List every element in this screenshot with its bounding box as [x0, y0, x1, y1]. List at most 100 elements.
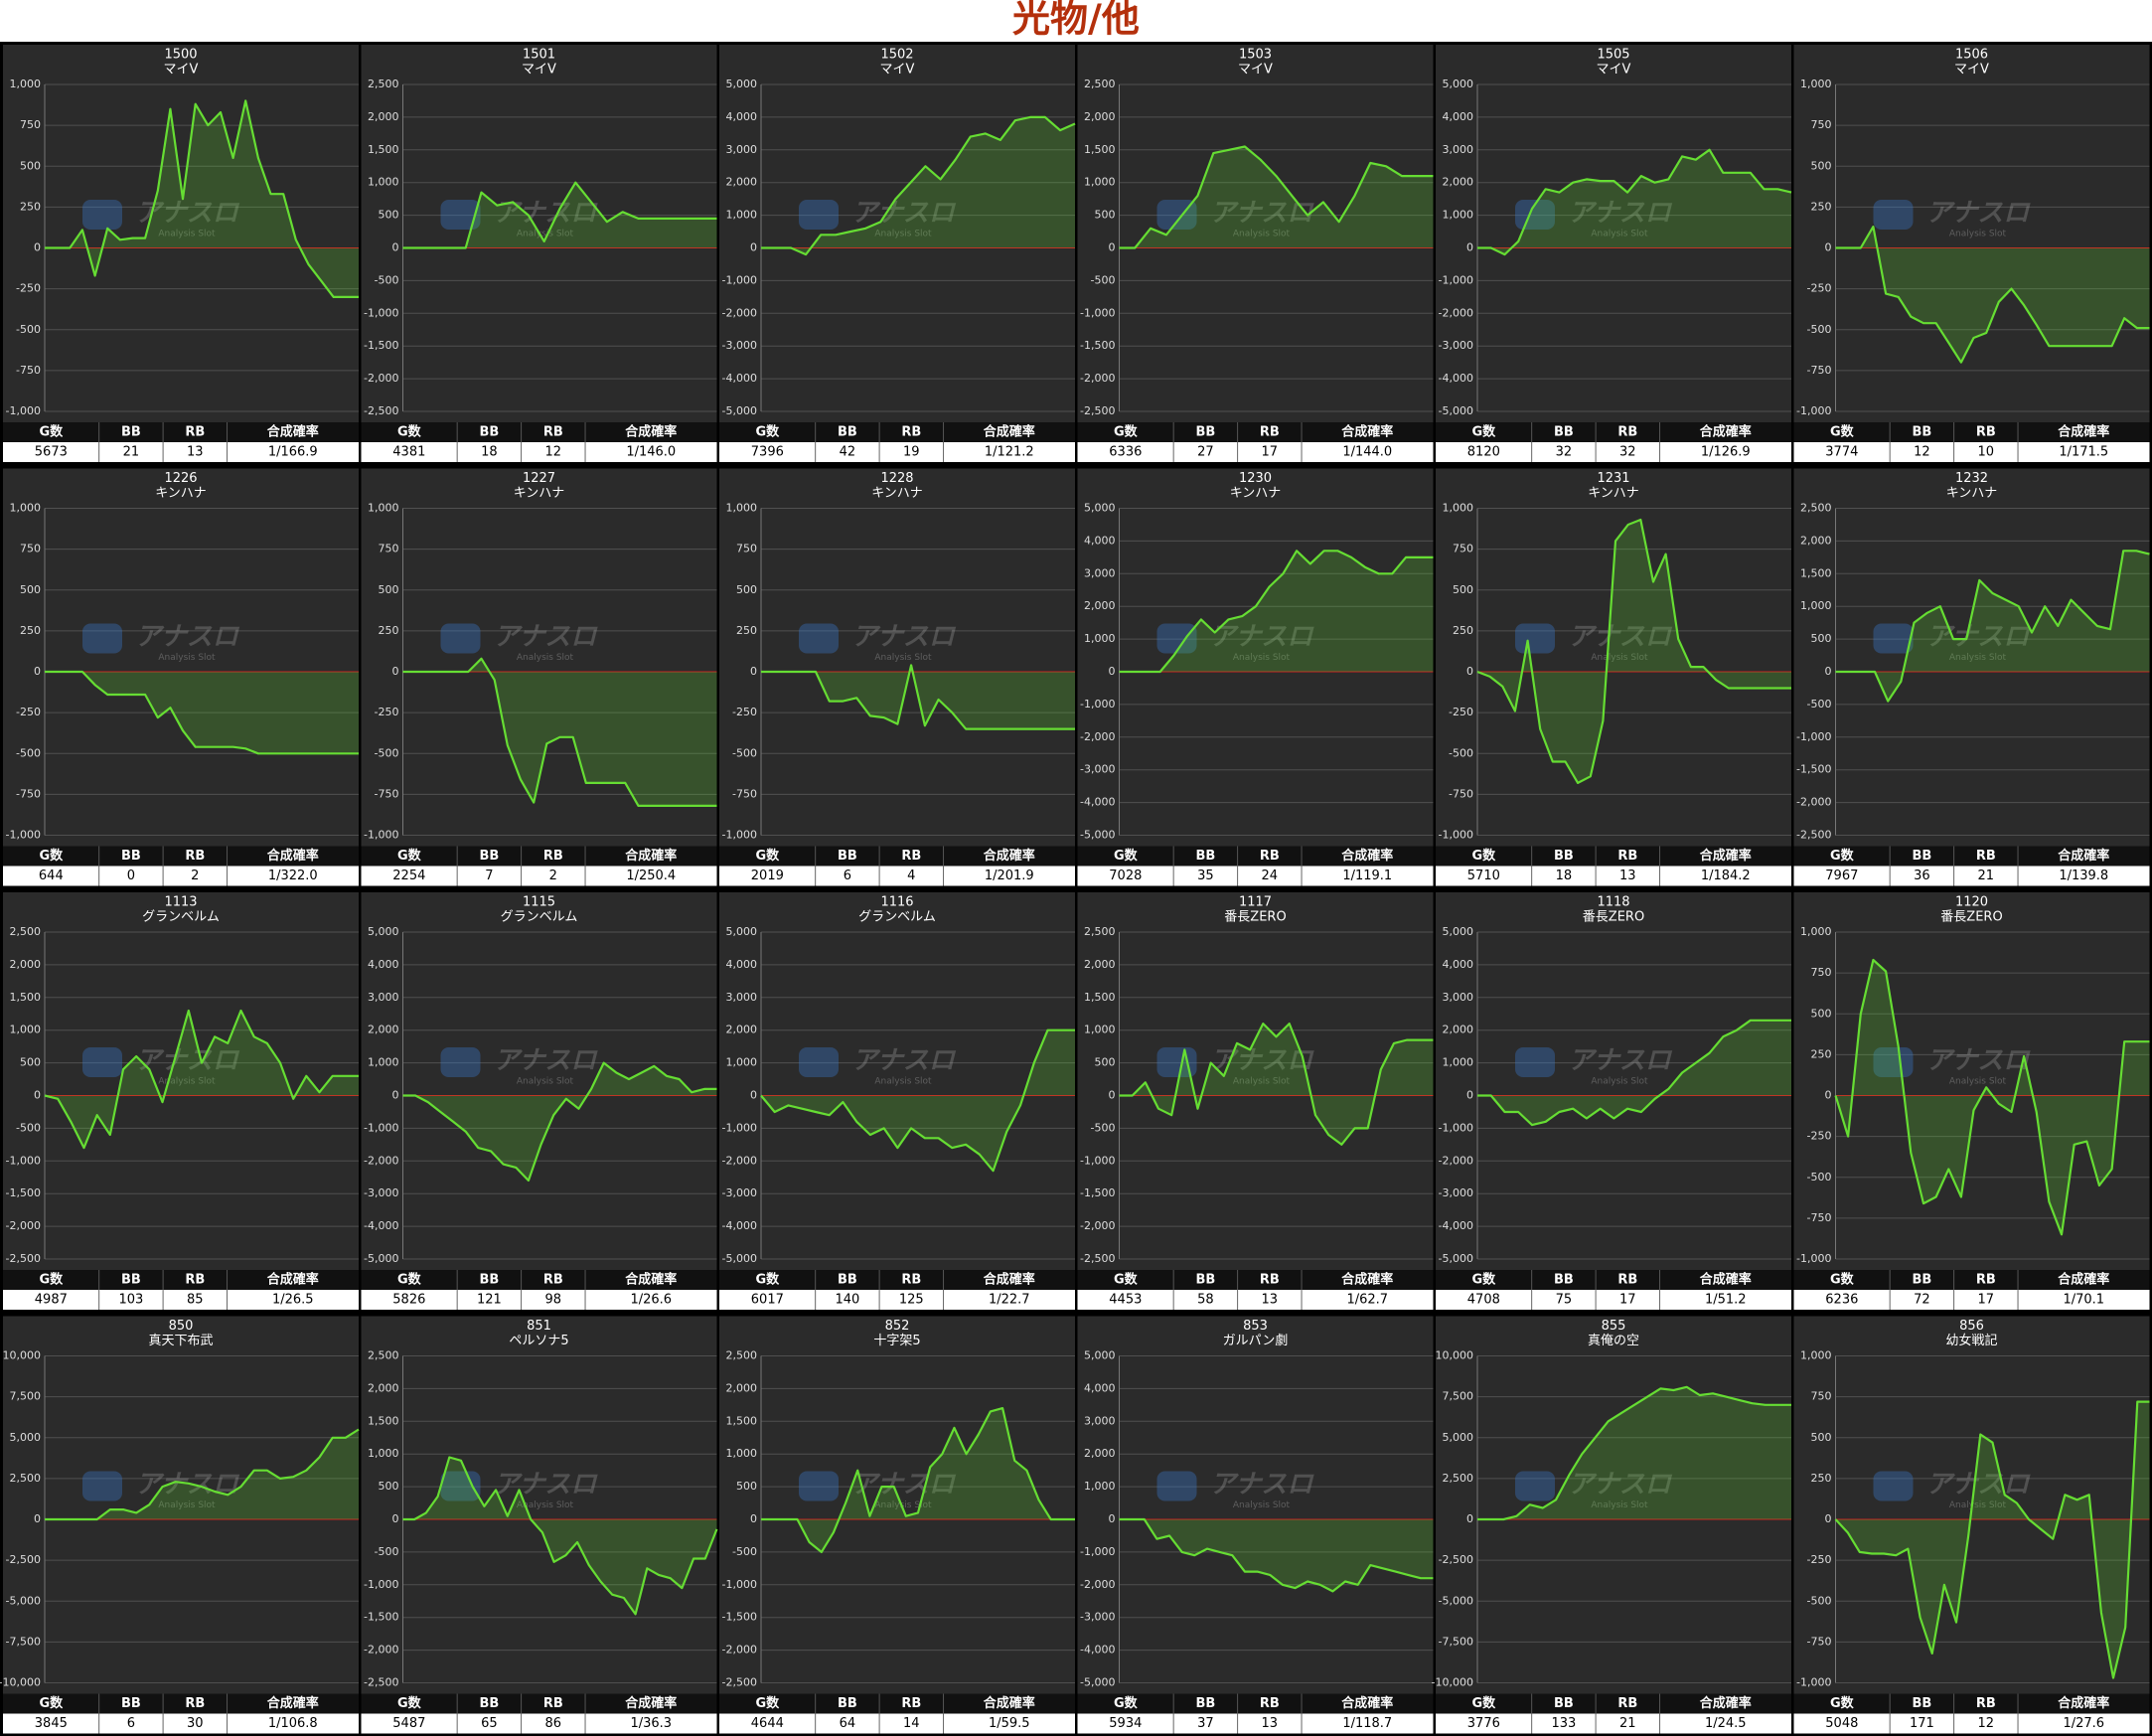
watermark-logo: アナスロ — [851, 622, 956, 652]
table-header-bg — [1436, 846, 1791, 867]
chart-subtitle: キンハナ — [514, 486, 565, 501]
y-tick-label: 2,000 — [1443, 1024, 1474, 1036]
watermark-icon — [1156, 200, 1197, 230]
chart-subtitle: マイV — [522, 63, 556, 78]
page-title: 光物/他 — [1012, 0, 1140, 41]
y-tick-label: -2,500 — [1080, 1252, 1115, 1265]
table-cell: 8120 — [1467, 445, 1500, 460]
chart-subtitle: マイV — [880, 63, 915, 78]
y-tick-label: -2,000 — [364, 1154, 398, 1167]
y-tick-label: -2,000 — [1080, 1578, 1115, 1591]
table-cell: 5048 — [1825, 1716, 1858, 1731]
y-tick-label: 3,000 — [1443, 143, 1474, 156]
line — [761, 664, 1075, 730]
y-tick-label: -250 — [16, 706, 41, 718]
table-cell: 1/36.3 — [630, 1716, 672, 1731]
table-cell: 13 — [1262, 1716, 1279, 1731]
table-header-bg — [1793, 1270, 2150, 1290]
table-cell: 13 — [1262, 1293, 1279, 1308]
line — [44, 1009, 359, 1150]
y-tick-label: -1,000 — [1080, 1545, 1115, 1558]
table-cell: 1/201.9 — [985, 868, 1034, 883]
line — [1476, 518, 1791, 784]
watermark-logo: アナスロ — [494, 1046, 598, 1076]
table-cell: 12 — [545, 445, 562, 460]
y-tick-label: 1,000 — [10, 78, 42, 90]
y-tick-label: 0 — [1466, 241, 1473, 254]
y-tick-label: -1,000 — [364, 829, 398, 842]
table-row-bg — [361, 1713, 717, 1734]
y-tick-label: -1,000 — [1439, 829, 1473, 842]
watermark-icon — [440, 200, 481, 230]
y-tick-label: -250 — [1449, 706, 1473, 718]
chart-subtitle: 幼女戦記 — [1945, 1333, 1997, 1348]
table-header-bg — [1793, 846, 2150, 867]
y-tick-label: 0 — [1825, 665, 1832, 678]
y-tick-label: -2,500 — [1080, 404, 1115, 417]
y-tick-label: 3,000 — [726, 143, 758, 156]
y-tick-label: 0 — [34, 1089, 41, 1102]
table-cell: 18 — [481, 445, 498, 460]
y-tick-label: -1,000 — [6, 829, 41, 842]
y-tick-label: 2,000 — [1800, 534, 1832, 547]
table-header: 合成確率 — [1341, 424, 1393, 440]
y-tick-label: 250 — [20, 624, 41, 637]
panel-bg — [1077, 468, 1434, 886]
y-tick-label: -1,500 — [1796, 763, 1831, 776]
y-tick-label: -500 — [16, 746, 41, 759]
table-header: BB — [1195, 849, 1215, 864]
watermark-sub: Analysis Slot — [158, 230, 216, 239]
watermark-icon — [799, 200, 839, 230]
watermark-icon — [82, 623, 122, 654]
y-tick-label: 1,500 — [726, 1414, 758, 1427]
table-cell: 2019 — [751, 868, 784, 883]
y-tick-label: -5,000 — [1080, 829, 1115, 842]
watermark-logo: アナスロ — [494, 1470, 598, 1499]
table-cell: 17 — [1262, 445, 1279, 460]
y-tick-label: -3,000 — [722, 339, 757, 352]
chart-title: 1120 — [1955, 895, 1988, 910]
watermark-icon — [1873, 1471, 1914, 1501]
y-tick-label: -500 — [375, 746, 399, 759]
line — [1834, 1400, 2150, 1679]
table-header: G数 — [1471, 1272, 1496, 1288]
table-header: BB — [1195, 425, 1215, 440]
table-cell: 5934 — [1109, 1716, 1142, 1731]
table-row-bg — [3, 442, 359, 462]
table-row-bg — [1077, 1290, 1434, 1310]
table-row-bg — [1793, 1290, 2150, 1310]
y-tick-label: 1,000 — [1443, 502, 1474, 515]
table-cell: 5710 — [1467, 868, 1500, 883]
table-header: 合成確率 — [625, 848, 677, 864]
line — [1119, 1517, 1434, 1593]
y-tick-label: -750 — [732, 787, 757, 800]
table-header-bg — [1077, 1270, 1434, 1290]
table-cell: 13 — [1619, 868, 1636, 883]
y-tick-label: -500 — [732, 1545, 757, 1558]
table-header: BB — [838, 1273, 857, 1288]
watermark-logo: アナスロ — [1210, 1470, 1314, 1499]
table-cell: 6 — [844, 868, 851, 883]
watermark-icon — [1873, 1047, 1914, 1077]
table-header: RB — [1617, 849, 1637, 864]
chart-title: 1505 — [1597, 48, 1629, 63]
table-cell: 85 — [187, 1293, 204, 1308]
y-tick-label: 2,000 — [726, 1024, 758, 1036]
table-header: 合成確率 — [2058, 848, 2109, 864]
watermark-icon — [440, 1047, 481, 1077]
area-fill — [1477, 1020, 1791, 1126]
area-fill — [1835, 551, 2150, 702]
table-cell: 65 — [481, 1716, 498, 1731]
y-tick-label: 500 — [1811, 1431, 1832, 1444]
panel-bg — [361, 1316, 717, 1734]
table-row-bg — [1436, 866, 1791, 886]
y-tick-label: 1,000 — [726, 209, 758, 222]
table-row-bg — [1436, 1290, 1791, 1310]
y-tick-label: -1,000 — [6, 1154, 41, 1167]
y-tick-label: 0 — [1466, 1512, 1473, 1525]
y-tick-label: 0 — [750, 1089, 757, 1102]
y-tick-label: -250 — [1807, 282, 1832, 295]
y-tick-label: 0 — [1109, 1089, 1116, 1102]
